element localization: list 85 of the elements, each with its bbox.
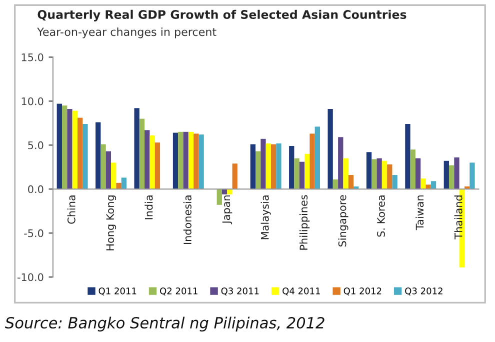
bar	[216, 189, 222, 205]
bar	[255, 151, 261, 190]
bar	[111, 162, 116, 190]
bar	[222, 189, 228, 194]
bar	[139, 118, 145, 190]
bar	[198, 134, 204, 190]
bar	[310, 134, 315, 190]
y-tick-label: -10.0	[17, 273, 44, 282]
bar	[77, 118, 83, 190]
bar	[332, 179, 338, 190]
y-tick-label: 5.0	[28, 141, 44, 150]
bar	[121, 178, 126, 190]
bar	[387, 164, 392, 190]
bar	[250, 144, 256, 190]
bar	[372, 159, 377, 190]
bar	[420, 178, 426, 190]
bar	[172, 132, 178, 190]
bar	[328, 109, 333, 190]
bar	[150, 135, 155, 190]
bar	[134, 108, 140, 190]
bar	[144, 130, 150, 190]
bar	[227, 189, 232, 194]
x-tick-label: Thailand	[454, 196, 462, 240]
x-tick-label: Taiwan	[416, 195, 424, 230]
bar	[366, 152, 372, 190]
bar	[314, 126, 320, 190]
bar	[405, 124, 410, 190]
chart-subtitle: Year-on-year changes in percent	[37, 27, 216, 38]
y-tick-label: 10.0	[22, 97, 44, 106]
bar	[294, 158, 300, 190]
bar	[376, 158, 382, 190]
bar	[260, 138, 266, 190]
x-tick-label: Japan	[222, 196, 232, 224]
bar	[444, 160, 449, 190]
bar	[188, 132, 194, 190]
bar	[106, 151, 112, 190]
bar	[299, 162, 305, 190]
bar	[62, 105, 68, 190]
source-note: Source: Bangko Sentral ng Pilipinas, 2012	[5, 316, 324, 332]
bar	[82, 124, 88, 190]
bar	[183, 132, 188, 190]
bar	[304, 154, 310, 190]
bar	[289, 146, 294, 190]
bar	[116, 182, 122, 190]
x-tick-label: China	[67, 196, 76, 224]
bar	[392, 174, 398, 190]
bar	[276, 143, 282, 190]
bar	[67, 109, 72, 190]
bar	[96, 122, 101, 190]
bar	[415, 158, 421, 190]
bar	[348, 174, 354, 190]
legend-label: Q3 2012	[405, 288, 442, 296]
bar	[72, 110, 78, 190]
bar	[270, 144, 276, 190]
bar	[194, 134, 199, 190]
bar	[470, 162, 475, 190]
bar	[178, 132, 184, 190]
chart-title: Quarterly Real GDP Growth of Selected Asian Countries	[38, 10, 406, 22]
bar	[454, 157, 460, 190]
bar	[410, 149, 416, 190]
x-tick-label: Philippines	[299, 195, 310, 250]
y-tick-label: 0.0	[28, 185, 44, 194]
x-tick-label: S. Korea	[377, 196, 385, 237]
bar	[232, 164, 238, 190]
x-tick-label: India	[144, 196, 153, 220]
x-tick-label: Indonesia	[183, 196, 192, 244]
bar	[430, 181, 436, 190]
bar	[448, 165, 454, 190]
legend-label: Q1 2011	[98, 288, 136, 296]
legend-label: Q4 2011	[282, 288, 320, 296]
bar	[382, 160, 388, 190]
bar	[338, 137, 344, 190]
x-tick-label: Malaysia	[260, 196, 271, 240]
legend-label: Q1 2012	[344, 288, 382, 296]
legend-label: Q3 2011	[221, 288, 259, 296]
bar	[56, 104, 62, 190]
legend-label: Q2 2011	[160, 288, 198, 296]
x-tick-label: Hong Kong	[106, 196, 116, 250]
bar	[154, 142, 160, 190]
y-tick-label: -5.0	[24, 229, 44, 238]
x-tick-label: Singapore	[338, 195, 348, 246]
bar	[100, 144, 106, 190]
bar	[266, 143, 271, 190]
bar	[343, 158, 348, 190]
y-tick-label: 15.0	[22, 53, 44, 62]
